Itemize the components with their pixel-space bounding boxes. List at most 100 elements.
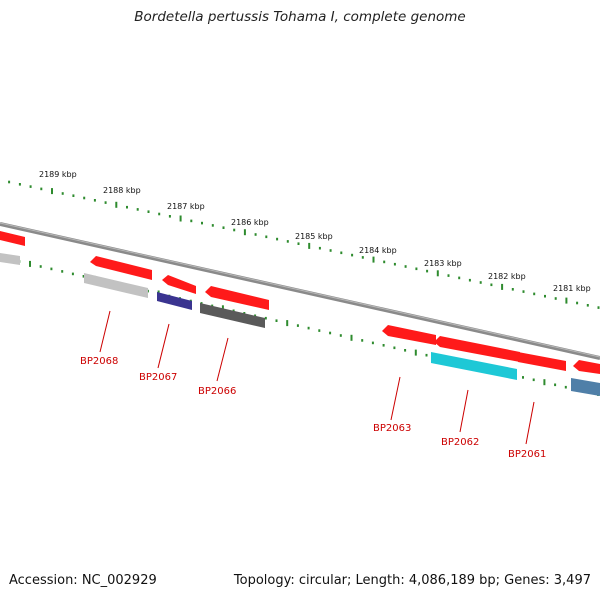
upper-scale-minor-tick (126, 205, 128, 209)
upper-scale-major-tick (501, 283, 504, 290)
upper-scale-minor-tick (522, 290, 525, 293)
upper-scale-minor-tick (233, 228, 236, 232)
gene-callouts: BP2068 BP2067 BP2066 BP2063 BP2062 BP206… (80, 310, 546, 460)
lower-scale-minor-tick (361, 339, 364, 342)
upper-scale-major-tick (436, 270, 439, 277)
feature-cds-left-edge[interactable] (0, 231, 25, 246)
scale-label-2181: 2181 kbp (553, 284, 591, 293)
lower-scale-major-tick (414, 349, 417, 356)
scale-label-2187: 2187 kbp (167, 202, 205, 211)
upper-scale-minor-tick (586, 304, 589, 307)
upper-scale-minor-tick (8, 180, 11, 184)
lower-scale-minor-tick (275, 319, 278, 322)
lower-scale-major-tick (29, 260, 31, 267)
upper-scale-minor-tick (18, 183, 21, 186)
upper-scale-minor-tick (329, 249, 332, 252)
gene-label-bp2062[interactable]: BP2062 (441, 437, 479, 448)
scale-label-2185: 2185 kbp (295, 232, 333, 241)
gene-label-bp2066[interactable]: BP2066 (198, 386, 236, 397)
scale-label-2182: 2182 kbp (488, 272, 526, 281)
upper-scale-minor-tick (104, 201, 107, 204)
callout-line-bp2067 (157, 323, 170, 369)
lower-scale-minor-tick (71, 272, 74, 276)
lower-scale-minor-tick (393, 346, 396, 350)
lower-scale-major-tick (543, 379, 546, 386)
upper-scale-minor-tick (351, 253, 354, 257)
feature-cds-right-edge[interactable] (573, 360, 600, 374)
gene-label-bp2068[interactable]: BP2068 (80, 356, 118, 367)
feature-bar-gray-light[interactable] (84, 273, 148, 298)
callout-line-bp2068 (99, 310, 111, 353)
scale-label-2183: 2183 kbp (424, 259, 462, 268)
feature-cds-bp2062[interactable] (434, 336, 520, 362)
upper-scale-major-tick (308, 242, 311, 249)
feature-cds-bp2066[interactable] (205, 286, 269, 310)
lower-scale-minor-tick (339, 334, 342, 337)
upper-scale-minor-tick (404, 265, 407, 268)
map-title: Bordetella pertussis Tohama I, complete … (134, 9, 466, 25)
scale-label-2184: 2184 kbp (359, 246, 397, 255)
upper-scale-major-tick (179, 215, 182, 222)
genome-summary-text: Topology: circular; Length: 4,086,189 bp… (233, 573, 591, 588)
lower-scale-major-tick (350, 334, 353, 341)
gene-label-bp2067[interactable]: BP2067 (139, 372, 177, 383)
lower-scale-minor-tick (371, 341, 374, 345)
lower-scale-minor-tick (382, 344, 385, 347)
lower-scale-minor-tick (264, 316, 267, 320)
upper-scale-minor-tick (286, 240, 289, 243)
feature-cds-bp2061[interactable] (518, 352, 566, 371)
upper-scale-minor-tick (447, 274, 450, 277)
upper-scale-minor-tick (254, 233, 257, 236)
upper-scale-minor-tick (40, 187, 43, 191)
upper-scale-minor-tick (136, 208, 139, 211)
lower-scale-minor-tick (532, 378, 535, 382)
upper-scale-minor-tick (479, 281, 482, 284)
upper-scale-minor-tick (544, 294, 546, 298)
upper-scale-minor-tick (72, 194, 75, 197)
upper-scale-minor-tick (361, 256, 364, 259)
feature-cds-bp2068[interactable] (90, 256, 152, 280)
upper-scale-minor-tick (297, 242, 300, 245)
upper-scale-minor-tick (597, 306, 600, 309)
upper-scale-minor-tick (29, 185, 32, 188)
reverse-strand-features (0, 253, 600, 396)
upper-scale-minor-tick (415, 267, 418, 271)
upper-scale-minor-tick (147, 210, 150, 213)
gene-label-bp2061[interactable]: BP2061 (508, 449, 546, 460)
upper-scale-major-tick (115, 201, 118, 208)
lower-scale-major-tick (286, 320, 289, 327)
upper-scale-minor-tick (265, 235, 268, 239)
upper-scale-minor-tick (490, 283, 493, 287)
upper-scale-minor-tick (318, 246, 321, 250)
feature-bar-navy[interactable] (157, 292, 192, 310)
upper-scale-minor-tick (158, 212, 161, 216)
upper-scale-minor-tick (576, 301, 579, 305)
feature-cds-bp2067[interactable] (162, 275, 196, 294)
upper-scale-ruler (8, 180, 600, 309)
upper-scale-minor-tick (61, 192, 64, 195)
callout-line-bp2066 (216, 337, 229, 382)
upper-scale-minor-tick (168, 215, 171, 218)
feature-bar-steel[interactable] (571, 378, 600, 396)
feature-bar-gray-dark[interactable] (200, 303, 265, 328)
lower-scale-minor-tick (39, 265, 42, 268)
upper-scale-minor-tick (222, 226, 225, 229)
upper-scale-major-tick (243, 229, 246, 236)
feature-cds-bp2063[interactable] (382, 325, 436, 345)
upper-scale-minor-tick (93, 199, 96, 202)
upper-scale-minor-tick (201, 221, 203, 225)
feature-bar-cyan[interactable] (431, 352, 517, 380)
feature-bar-gray-left[interactable] (0, 253, 20, 265)
lower-scale-minor-tick (296, 324, 299, 327)
genome-backbone (0, 222, 600, 360)
gene-label-bp2063[interactable]: BP2063 (373, 423, 411, 434)
upper-scale-minor-tick (468, 278, 471, 282)
upper-scale-major-tick (372, 256, 375, 263)
lower-scale-minor-tick (522, 376, 524, 379)
upper-scale-minor-tick (383, 260, 386, 264)
lower-scale-minor-tick (425, 353, 428, 357)
callout-line-bp2062 (459, 389, 469, 433)
upper-scale-minor-tick (340, 251, 343, 255)
scale-label-2186: 2186 kbp (231, 218, 269, 227)
upper-scale-minor-tick (533, 292, 536, 296)
